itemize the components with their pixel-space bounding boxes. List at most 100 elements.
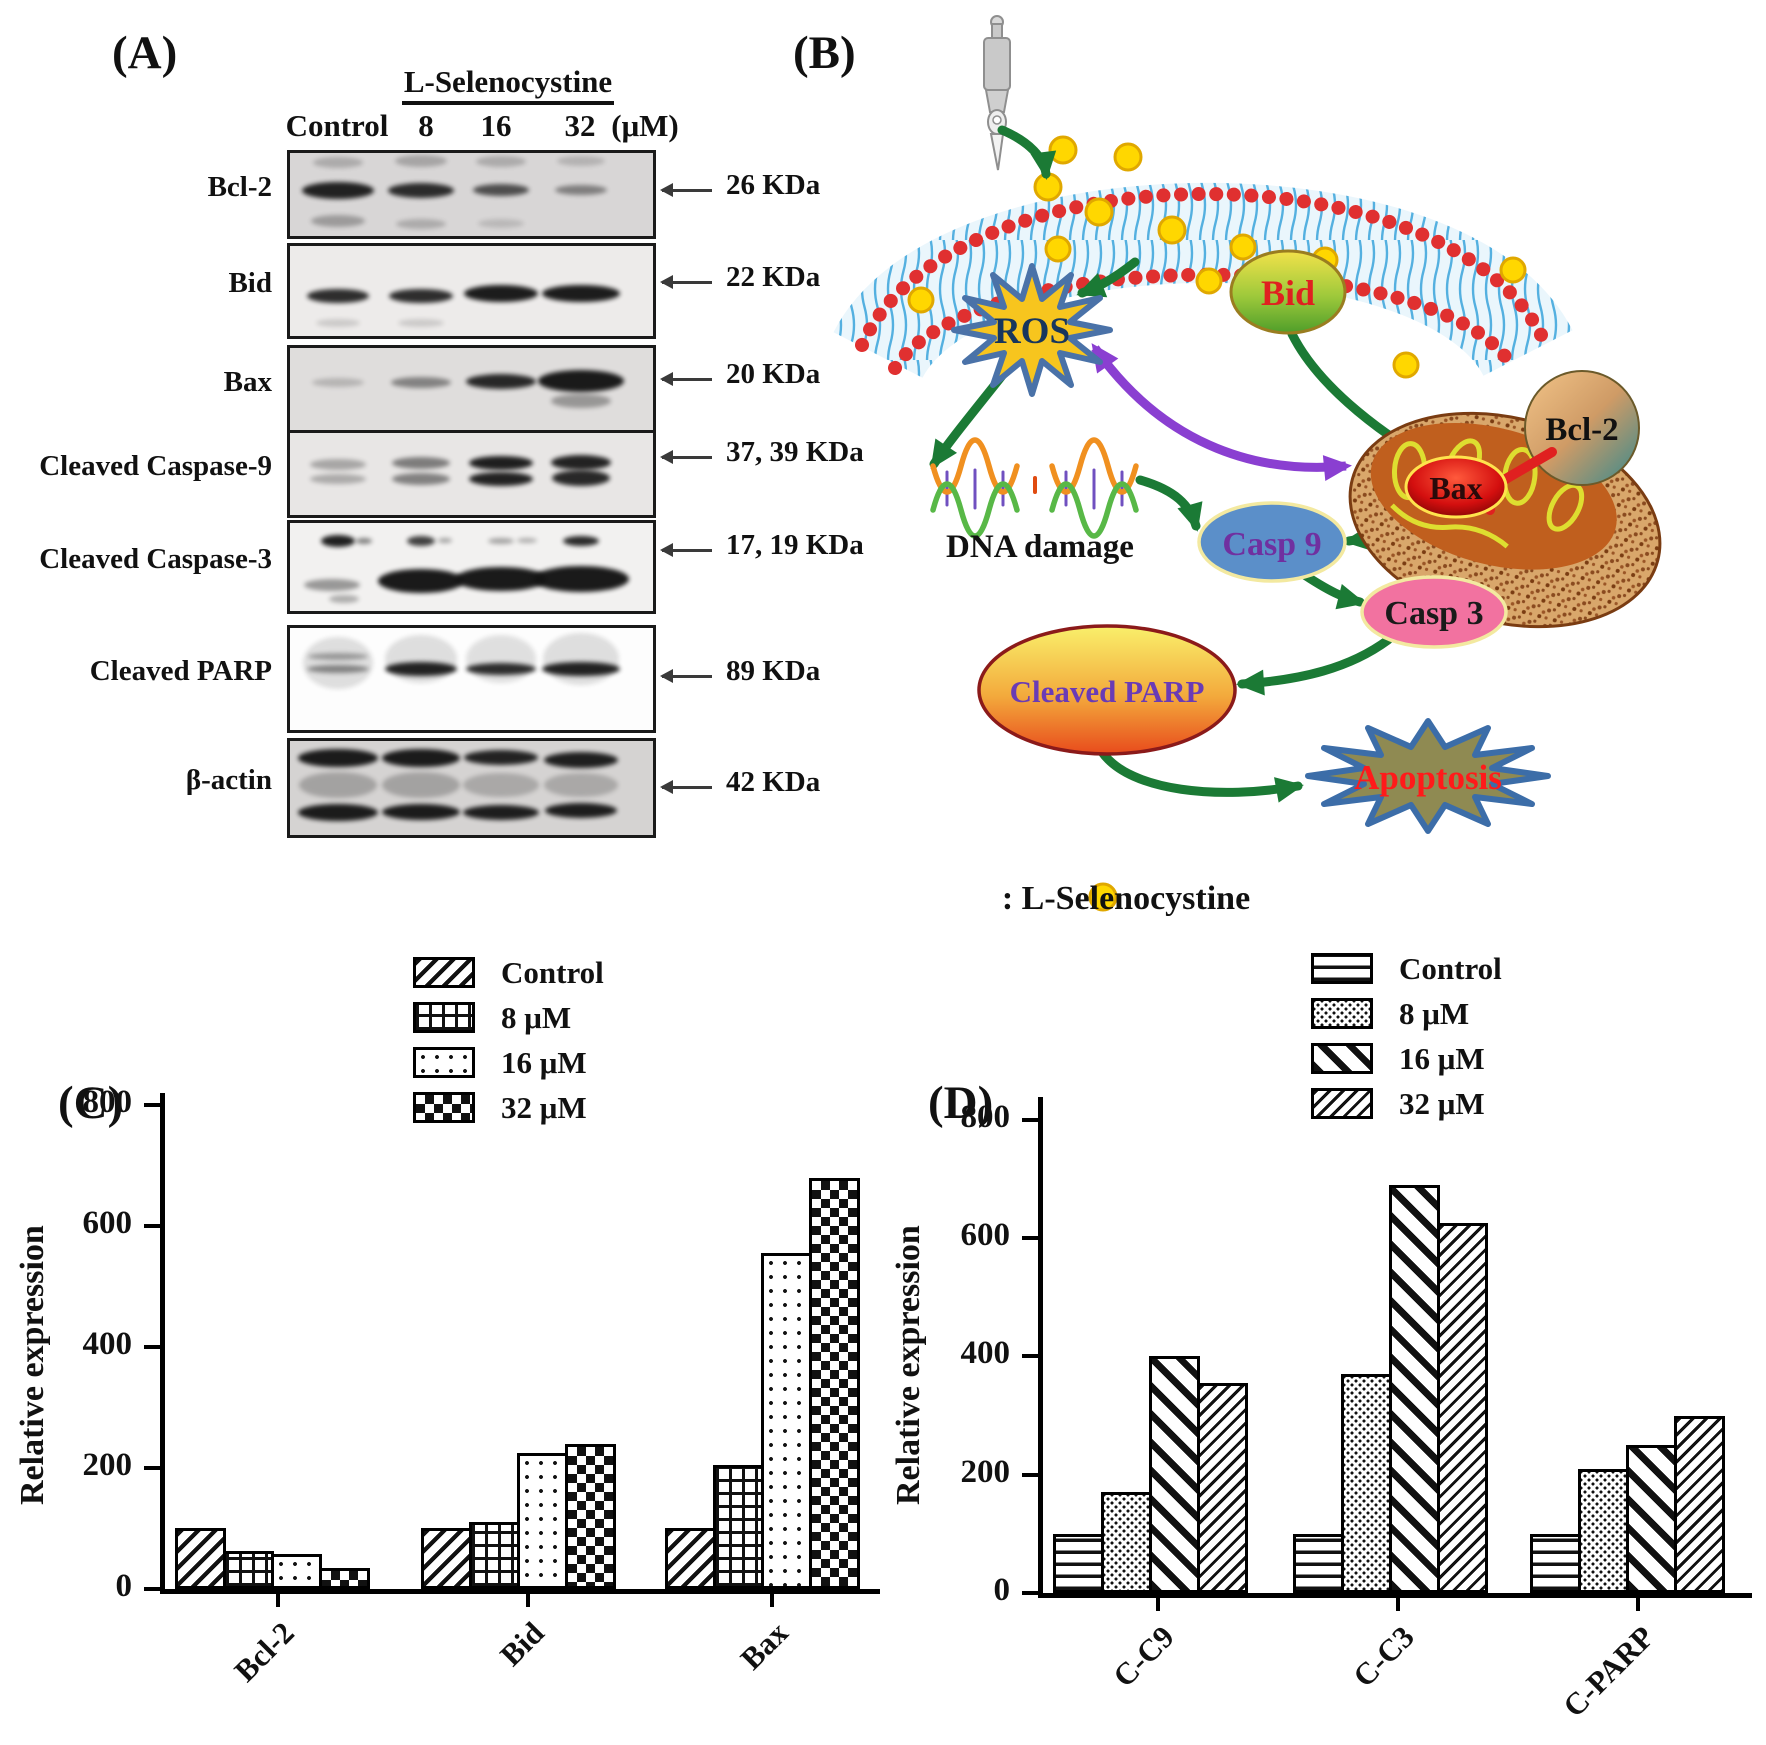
molecular-weight-label: 17, 19 KDa <box>726 529 864 561</box>
legend-swatch-16um <box>413 1047 475 1078</box>
panel-c-label: (C) <box>58 1077 124 1129</box>
legend-label: 8 μM <box>501 999 572 1035</box>
molecular-weight-label: 37, 39 KDa <box>726 436 864 468</box>
legend-swatch-32um <box>413 1092 475 1123</box>
molecular-weight-label: 22 KDa <box>726 261 821 293</box>
panel-b-pathway-diagram: Bcl-2 Bax Bid ROS DNA damage <box>833 15 1662 917</box>
legend-swatch-16um <box>1311 1043 1373 1074</box>
blot-band <box>307 288 369 303</box>
blot-band <box>304 578 360 591</box>
left-arrow-icon <box>660 182 712 197</box>
legend-selenocystine-label: : L-Selenocystine <box>1002 880 1250 917</box>
left-arrow-icon <box>660 669 712 683</box>
blot-band <box>469 471 533 486</box>
apoptosis-label: Apoptosis <box>1354 758 1502 797</box>
molecular-weight-label: 42 KDa <box>726 766 821 798</box>
blot-protein-label: Cleaved PARP <box>89 655 272 687</box>
bid-label: Bid <box>1261 273 1315 313</box>
legend-item: 16 μM <box>1311 1036 1502 1081</box>
blot-image <box>287 430 656 518</box>
membrane-tails <box>833 182 1573 381</box>
arrow-parp-to-apoptosis <box>1097 747 1304 803</box>
blot-band <box>311 215 365 228</box>
blot-band <box>316 319 360 328</box>
blot-image <box>287 150 656 239</box>
apoptosis-star <box>1305 718 1551 834</box>
blot-image <box>287 520 656 614</box>
blot-band <box>455 567 547 592</box>
legend-label: 16 μM <box>501 1044 587 1080</box>
legend-item: Control <box>1311 946 1502 991</box>
blot-band <box>464 750 538 766</box>
legend-item: 32 μM <box>1311 1081 1502 1126</box>
blot-band <box>391 377 451 389</box>
treatment-title: L-Selenocystine <box>402 64 614 105</box>
blot-band <box>392 456 450 469</box>
bax-label: Bax <box>1429 470 1482 506</box>
casp9-node <box>1197 501 1347 583</box>
legend-item: 8 μM <box>413 995 604 1040</box>
blot-band <box>545 803 617 819</box>
casp9-label: Casp 9 <box>1222 526 1321 563</box>
blot-protein-label: Cleaved Caspase-3 <box>39 543 272 575</box>
blot-band <box>385 661 457 676</box>
panel-c-legend: Control 8 μM 16 μM 32 μM <box>413 950 604 1130</box>
panel-d-ylabel: Relative expression <box>890 1225 927 1505</box>
blot-protein-label: β-actin <box>185 764 272 796</box>
legend-label: Control <box>1399 950 1502 986</box>
molecular-weight-label: 20 KDa <box>726 357 821 390</box>
lane-header-16: 16 <box>480 108 512 143</box>
panel-c-ylabel: Relative expression <box>14 1225 51 1505</box>
blot-band <box>312 378 364 388</box>
blot-band <box>382 748 460 767</box>
blot-band <box>310 458 366 470</box>
left-arrow-icon <box>660 275 712 289</box>
blot-band <box>299 772 377 799</box>
cleaved-parp-label: Cleaved PARP <box>1010 674 1205 709</box>
legend-label: 32 μM <box>1399 1085 1485 1121</box>
blot-band <box>543 632 619 685</box>
dna-damage-label: DNA damage <box>946 529 1134 565</box>
legend-swatch-control <box>1311 953 1373 984</box>
legend-item: 8 μM <box>1311 991 1502 1036</box>
blot-band <box>552 470 610 487</box>
blot-band <box>438 538 452 544</box>
arrow-pipette-to-membrane <box>997 125 1057 180</box>
dna-icon <box>930 437 1139 539</box>
blot-band <box>303 636 373 689</box>
legend-label: 32 μM <box>501 1089 587 1125</box>
blot-band <box>395 155 447 168</box>
blot-protein-label: Bid <box>228 267 272 299</box>
left-arrow-icon <box>660 371 712 386</box>
membrane-heads-outer <box>855 187 1552 352</box>
blot-band <box>329 594 359 603</box>
blot-protein-label: Cleaved Caspase-9 <box>39 450 272 482</box>
bax-node <box>1404 455 1508 519</box>
legend-label: 8 μM <box>1399 995 1470 1031</box>
lane-header-32: 32 <box>564 108 596 143</box>
bcl2-label: Bcl-2 <box>1545 412 1618 448</box>
lane-header-unit: (μM) <box>611 108 679 143</box>
panel-a-label: (A) <box>112 27 178 79</box>
panel-d-legend: Control 8 μM 16 μM 32 μM <box>1311 946 1502 1126</box>
blot-band <box>476 155 526 167</box>
blot-band <box>308 653 368 661</box>
blot-band <box>378 569 464 594</box>
blot-band <box>544 751 618 768</box>
blot-band <box>310 473 366 484</box>
blot-band <box>464 285 538 303</box>
pipette-icon <box>983 15 1011 171</box>
blot-band <box>407 535 435 546</box>
blot-band <box>478 219 524 229</box>
blot-band <box>398 319 444 328</box>
arrow-casp3-to-parp <box>1236 635 1393 696</box>
blot-band <box>551 455 611 471</box>
arrow-dna-to-casp9 <box>1135 475 1203 532</box>
legend-item: Control <box>413 950 604 995</box>
blot-band <box>544 773 618 798</box>
blot-band <box>466 634 536 683</box>
blot-band <box>542 661 620 676</box>
blot-image <box>287 345 656 434</box>
